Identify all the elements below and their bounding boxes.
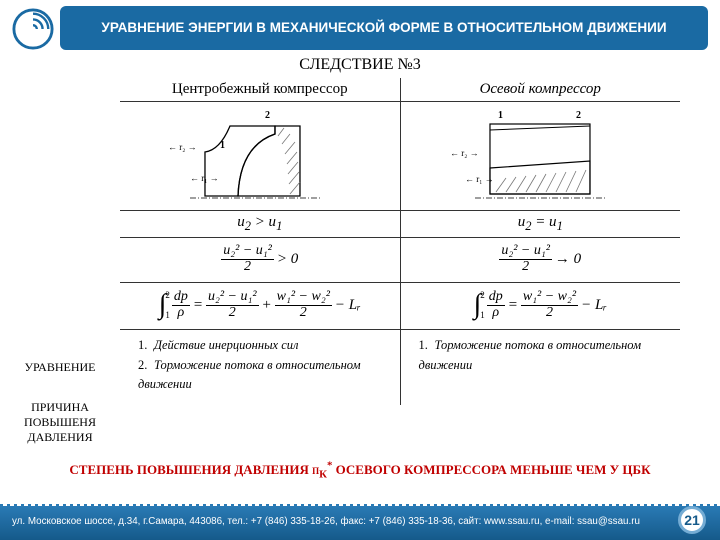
frac1-n: u₂² − u₁²: [221, 244, 274, 260]
footer-bar: ул. Московское шоссе, д.34, г.Самара, 44…: [0, 506, 720, 540]
svg-text:← r₂ →: ← r₂ →: [450, 148, 479, 158]
svg-text:← r₁ →: ← r₁ →: [465, 174, 494, 184]
equation-axial: ∫21dpρ = w₁² − w₂²2 − Lᵣ: [401, 283, 681, 329]
cause-centrifugal: Действие инерционных силТорможение поток…: [120, 330, 401, 404]
footer-text: ул. Московское шоссе, д.34, г.Самара, 44…: [0, 506, 720, 527]
conclusion: СТЕПЕНЬ ПОВЫШЕНИЯ ДАВЛЕНИЯ πК* ОСЕВОГО К…: [0, 460, 720, 481]
list-item: Действие инерционных сил: [138, 336, 390, 355]
col1-header: Центробежный компрессор: [120, 78, 401, 101]
frac1-d: 2: [221, 260, 274, 275]
cause-axial: Торможение потока в относительном движен…: [401, 330, 681, 404]
ineq-centrifugal: u2 > u1: [120, 211, 401, 237]
list-item: Торможение потока в относительном движен…: [138, 356, 390, 395]
svg-text:1: 1: [498, 110, 503, 121]
equation-centrifugal: ∫21dpρ = u₂² − u₁²2 + w₁² − w₂²2 − Lᵣ: [120, 283, 401, 329]
svg-text:2: 2: [576, 110, 581, 121]
frac1-tail: > 0: [277, 251, 298, 268]
university-logo: [12, 8, 54, 50]
ineq-axial: u2 = u1: [401, 211, 681, 237]
list-item: Торможение потока в относительном движен…: [419, 336, 671, 375]
frac-centrifugal: u₂² − u₁²2 > 0: [120, 238, 401, 282]
centrifugal-diagram: ← r₂ → ← r₁ → 2 1: [120, 102, 401, 210]
svg-text:← r₂ →: ← r₂ →: [168, 142, 197, 152]
axial-diagram: 1 2 ← r₂ → ← r₁ →: [401, 102, 681, 210]
svg-text:← r₁ →: ← r₁ →: [190, 173, 219, 183]
frac2-d: 2: [499, 260, 552, 275]
subtitle: СЛЕДСТВИЕ №3: [0, 56, 720, 74]
page-number: 21: [678, 506, 706, 534]
cause1-list: Действие инерционных силТорможение поток…: [138, 336, 390, 394]
comparison-table: Центробежный компрессор Осевой компрессо…: [120, 78, 680, 405]
label-equation: УРАВНЕНИЕ: [10, 360, 110, 375]
frac-axial: u₂² − u₁²2 → 0: [401, 238, 681, 282]
label-cause: ПРИЧИНА ПОВЫШЕНЯ ДАВЛЕНИЯ: [10, 400, 110, 445]
frac2-tail: → 0: [555, 251, 581, 268]
cause2-list: Торможение потока в относительном движен…: [419, 336, 671, 375]
slide-title: УРАВНЕНИЕ ЭНЕРГИИ В МЕХАНИЧЕСКОЙ ФОРМЕ В…: [60, 6, 708, 50]
col2-header: Осевой компрессор: [401, 78, 681, 101]
svg-text:2: 2: [265, 110, 270, 121]
frac2-n: u₂² − u₁²: [499, 244, 552, 260]
